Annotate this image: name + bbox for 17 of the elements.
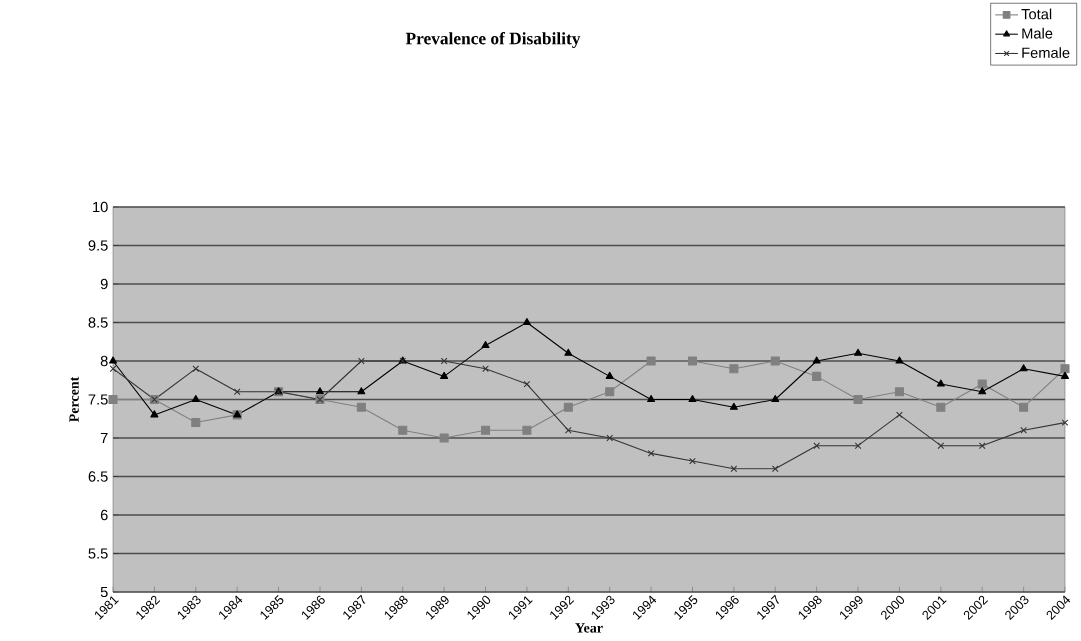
y-tick-label: 10 bbox=[93, 201, 108, 213]
y-tick-label: 5.5 bbox=[88, 548, 108, 559]
y-tick-label: 7 bbox=[100, 432, 108, 444]
y-tick-label: 9.5 bbox=[88, 240, 108, 251]
y-axis-title: Percent bbox=[69, 376, 79, 423]
y-tick-label: 6.5 bbox=[88, 471, 108, 482]
y-tick-label: 5 bbox=[100, 586, 108, 598]
y-tick-label: 8 bbox=[100, 355, 108, 367]
x-axis-title: Year bbox=[575, 623, 603, 633]
y-tick-label: 7.5 bbox=[88, 394, 108, 405]
chart-title: Prevalence of Disability bbox=[405, 32, 581, 48]
legend-label: Total bbox=[1021, 8, 1052, 20]
legend-label: Female bbox=[1022, 47, 1070, 58]
y-tick-label: 6 bbox=[100, 509, 108, 521]
y-tick-label: 8.5 bbox=[88, 317, 108, 328]
y-tick-label: 9 bbox=[100, 278, 108, 290]
legend-label: Male bbox=[1022, 27, 1053, 39]
